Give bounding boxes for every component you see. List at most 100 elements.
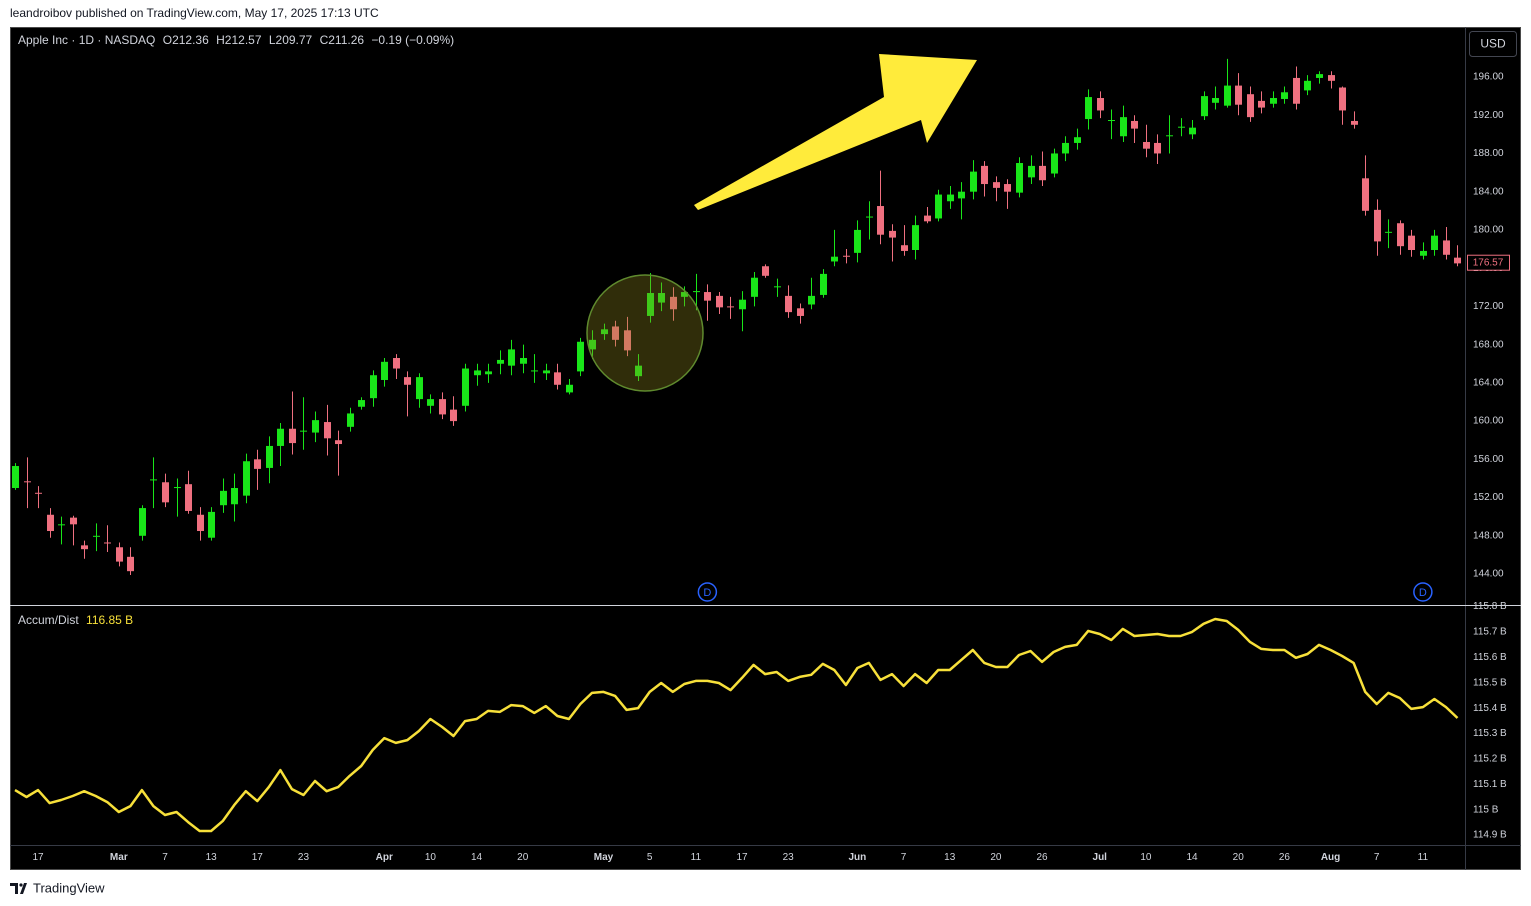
price-pane: 144.00 148.00 152.00 156.00 160.00 164.00 168.… [12,58,1510,602]
candle-body [866,216,873,218]
candle-body [1108,120,1115,122]
trend-arrow [694,54,977,210]
y-tick-label: 188.00 [1473,148,1504,159]
x-tick-label: 11 [1418,852,1429,863]
candle-body [970,171,977,192]
x-tick-label: Jul [1093,852,1108,863]
footer-logo: TradingView [10,880,105,895]
candle-body [1097,98,1104,111]
candle-body [612,326,619,340]
x-tick-label: Mar [110,852,128,863]
x-tick-label: Jun [849,852,867,863]
candle-body [797,308,804,316]
y-tick-label: 164.00 [1473,378,1504,389]
y-tick-label: 114.9 B [1473,830,1507,841]
x-tick-label: 26 [1036,852,1048,863]
y-tick-label: 115.6 B [1473,652,1507,663]
candle-body [831,256,838,262]
candle-body [531,370,538,372]
candle-body [854,229,861,253]
candle-body [1085,97,1092,120]
candle-body [693,291,700,293]
y-tick-label: 152.00 [1473,492,1504,503]
candle-body [774,286,781,288]
candle-body [762,266,769,276]
candle-body [335,440,342,445]
x-tick-label: 20 [1233,852,1245,863]
candle-body [277,428,284,446]
candle-body [1328,75,1335,81]
candle-body [993,182,1000,188]
x-tick-label: 14 [1187,852,1199,863]
y-tick-label: 192.00 [1473,110,1504,121]
candle-body [877,206,884,235]
candle-body [450,409,457,422]
candle-body [1454,257,1461,264]
candle-body [1224,85,1231,106]
x-tick-label: 13 [206,852,218,863]
candle-body [1062,142,1069,154]
event-label: D [703,587,711,599]
x-tick-label: 17 [252,852,264,863]
candle-body [1178,126,1185,128]
candle-body [1016,163,1023,193]
publish-header: leandroibov published on TradingView.com… [10,6,379,20]
last-price-box [1467,254,1510,271]
candle-body [1339,87,1346,111]
candle-body [601,329,608,335]
candle-body [58,524,65,526]
candle-body [47,514,54,532]
candle-body [1316,74,1323,78]
candle-body [1293,77,1300,104]
candle-body [462,368,469,406]
currency-button-box[interactable] [1469,31,1517,57]
x-tick-label: May [594,852,614,863]
y-tick-label: 160.00 [1473,416,1504,427]
candle-body [716,295,723,308]
candle-body [1143,141,1150,149]
candle-body [404,377,411,385]
y-tick-label: 184.00 [1473,186,1504,197]
candle-body [1028,165,1035,178]
candle-body [1351,120,1358,125]
candle-body [370,375,377,399]
candle-body [1362,178,1369,211]
y-tick-label: 115.7 B [1473,627,1507,638]
x-tick-label: 7 [901,852,907,863]
y-tick-label: 156.00 [1473,454,1504,465]
x-tick-label: 7 [1374,852,1380,863]
candle-body [820,273,827,295]
legend-close: C211.26 [320,33,365,47]
candle-body [104,542,111,544]
y-tick-label: 115.3 B [1473,728,1507,739]
y-tick-label: 115.8 B [1473,601,1507,612]
candle-body [427,399,434,406]
x-tick-label: 23 [298,852,310,863]
y-tick-label: 115.5 B [1473,677,1507,688]
footer-brand: TradingView [33,880,105,895]
candle-body [24,481,31,483]
y-tick-label: 115.2 B [1473,754,1507,765]
candle-body [843,255,850,257]
event-label: D [1419,587,1427,599]
x-tick-label: 10 [425,852,437,863]
candle-body [208,511,215,538]
candle-body [497,359,504,364]
candle-body [1235,85,1242,105]
currency-label[interactable]: USD [1480,37,1506,51]
x-tick-label: 10 [1140,852,1152,863]
symbol-legend: Apple Inc · 1D · NASDAQ O212.36 H212.57 … [18,33,454,47]
y-tick-label: 148.00 [1473,530,1504,541]
currency-button[interactable]: USD [1469,31,1517,57]
x-tick-label: 26 [1279,852,1291,863]
candle-body [1385,231,1392,233]
candle-body [1397,223,1404,247]
candle-body [1304,80,1311,91]
candle-body [947,194,954,202]
indicator-name: Accum/Dist [18,613,79,627]
legend-open: O212.36 [163,33,209,47]
candle-body [185,484,192,511]
legend-low: L209.77 [269,33,313,47]
y-tick-label: 115.1 B [1473,779,1507,790]
